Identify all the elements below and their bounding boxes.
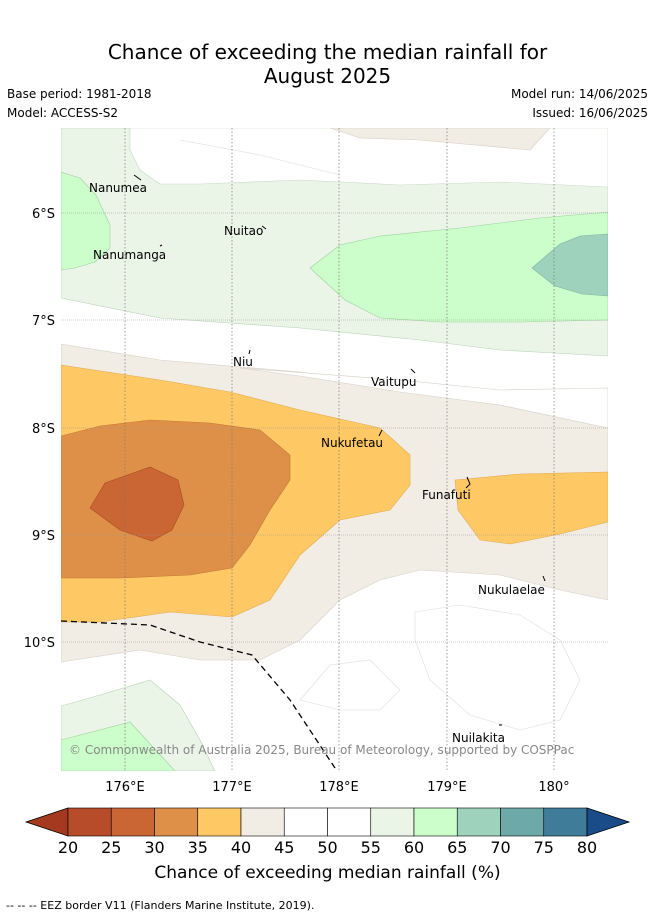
colorbar-bin [500,807,545,837]
chart-title: Chance of exceeding the median rainfall … [0,40,655,88]
title-line-2: August 2025 [263,64,392,88]
colorbar-bin [456,807,501,837]
label-niu: Niu [233,355,253,369]
label-nukufetau: Nukufetau [321,436,383,450]
title-line-1: Chance of exceeding the median rainfall … [107,40,548,64]
lat-tick-labels: 6°S 7°S 8°S 9°S 10°S [24,207,55,651]
colorbar-tick-label: 55 [361,838,381,857]
copyright-notice: © Commonwealth of Australia 2025, Bureau… [69,743,574,757]
field-60-65-east [309,211,608,323]
colorbar: 20 25 30 35 40 45 50 55 60 65 70 75 80 [24,807,631,857]
model-run: Model run: 14/06/2025 [510,87,648,101]
lon-tick: 177°E [212,780,252,795]
field-60-65-west [61,171,111,271]
island-nanumanga [159,244,163,247]
issued-date: Issued: 16/06/2025 [532,106,648,120]
colorbar-bin [154,807,199,837]
label-nukulaelae: Nukulaelae [478,583,545,597]
contour-east [414,604,581,731]
colorbar-tick-label: 40 [231,838,251,857]
colorbar-bin [543,807,588,837]
colorbar-tick-label: 45 [274,838,294,857]
island-nuitao [261,225,267,230]
label-nanumanga: Nanumanga [93,248,166,262]
label-nuitao: Nuitao [224,224,263,238]
colorbar-tick-label: 30 [144,838,164,857]
model-name: Model: ACCESS-S2 [7,106,119,120]
lon-tick: 176°E [105,780,145,795]
lat-tick: 7°S [32,314,55,329]
colorbar-extend-low [24,807,69,837]
field-50-55-channel [239,367,608,429]
lon-tick: 179°E [427,780,467,795]
island-funafuti [465,476,471,489]
colorbar-bin [67,807,112,837]
contour-north [179,139,341,176]
colorbar-bin [327,807,372,837]
lat-tick: 9°S [32,529,55,544]
lat-tick: 10°S [24,636,55,651]
eez-legend-note: -- -- -- EEZ border V11 (Flanders Marine… [6,899,315,912]
label-vaitupu: Vaitupu [371,375,417,389]
colorbar-bin [240,807,285,837]
eez-border [60,620,336,769]
island-nukulaelae [542,575,546,582]
colorbar-tick-label: 35 [188,838,208,857]
colorbar-tick-label: 70 [490,838,510,857]
colorbar-bin [413,807,458,837]
contour-central [299,659,401,711]
label-nanumea: Nanumea [89,181,147,195]
lon-tick: 180° [538,780,569,795]
colorbar-title: Chance of exceeding median rainfall (%) [154,863,501,883]
colorbar-tick-label: 50 [317,838,337,857]
colorbar-tick-label: 65 [447,838,467,857]
label-funafuti: Funafuti [422,488,471,502]
colorbar-tick-label: 75 [534,838,554,857]
colorbar-tick-label: 20 [58,838,78,857]
island-nanumea [133,174,142,181]
lon-tick: 178°E [319,780,359,795]
base-period: Base period: 1981-2018 [7,87,152,101]
colorbar-bin [283,807,328,837]
gridlines [124,128,555,771]
field-35-40-east [454,471,608,545]
colorbar-bin [197,807,242,837]
lat-tick: 6°S [32,207,55,222]
colorbar-bin [110,807,155,837]
label-nuilakita: Nuilakita [452,731,505,745]
colorbar-tick-label: 60 [404,838,424,857]
field-60-65-south [61,721,176,771]
field-65-70 [531,233,608,297]
place-labels: Nanumea Nuitao Nanumanga Niu Vaitupu Nuk… [89,181,545,745]
probability-fields [61,128,608,771]
colorbar-bin [370,807,415,837]
colorbar-extend-high [586,807,631,837]
colorbar-tick-label: 80 [577,838,597,857]
lon-tick-labels: 176°E 177°E 178°E 179°E 180° [105,780,569,795]
field-25-30 [89,466,185,542]
island-vaitupu [410,368,416,374]
island-niu [248,349,251,355]
lat-tick: 8°S [32,422,55,437]
islands [133,174,546,726]
colorbar-tick-label: 25 [101,838,121,857]
field-45-50-top [329,128,551,151]
island-nukufetau [378,429,383,437]
